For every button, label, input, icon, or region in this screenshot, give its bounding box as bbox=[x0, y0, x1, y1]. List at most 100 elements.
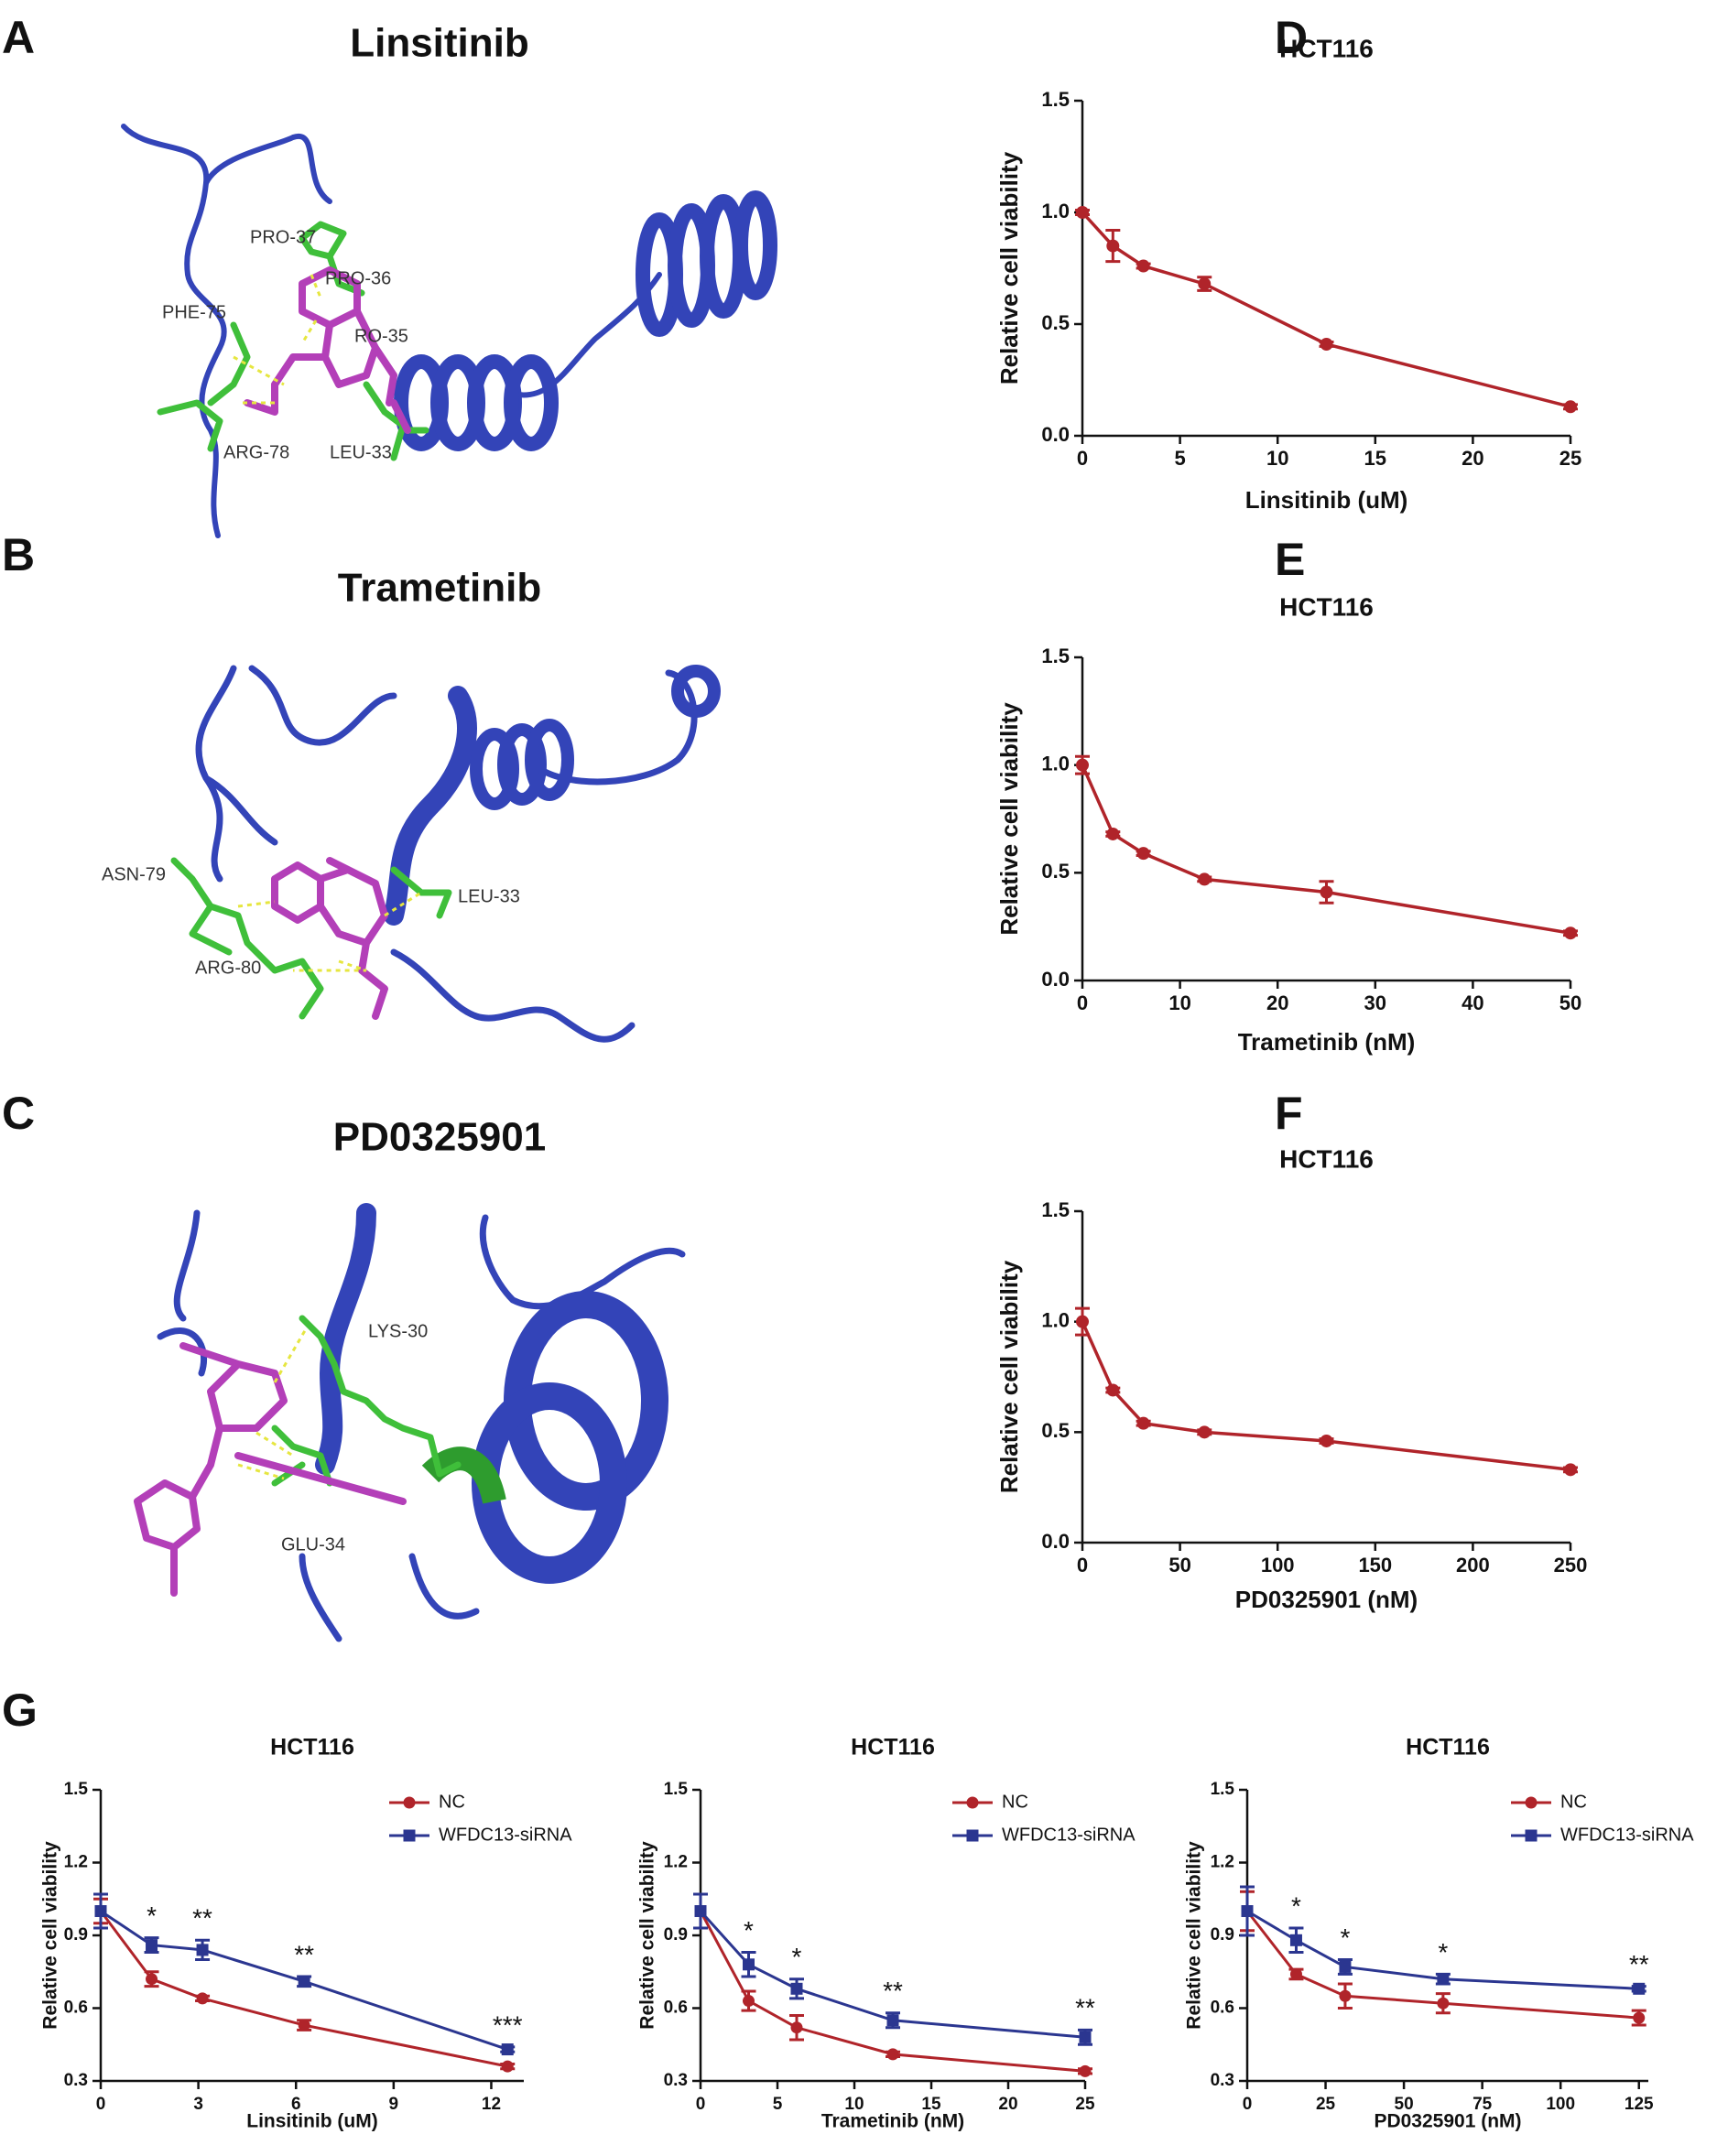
x-tick-label: 50 bbox=[1168, 1554, 1190, 1576]
chart: G HCT116 Linsitinib (uM) Relative cell viab… bbox=[2, 1685, 572, 2131]
y-tick-label: 0.0 bbox=[1041, 1530, 1070, 1553]
marker bbox=[1079, 2031, 1092, 2043]
x-tick-label: 0 bbox=[1077, 991, 1088, 1014]
marker bbox=[1289, 1934, 1302, 1946]
structure-title: Linsitinib bbox=[350, 21, 529, 66]
y-tick-label: 0.5 bbox=[1041, 311, 1070, 334]
significance: * bbox=[1438, 1938, 1448, 1966]
y-tick-label: 0.6 bbox=[64, 1999, 88, 2018]
panel-letter: D bbox=[1275, 12, 1308, 63]
marker bbox=[1076, 758, 1089, 772]
x-tick-label: 10 bbox=[1266, 447, 1288, 470]
marker bbox=[1076, 1315, 1089, 1328]
ribbon bbox=[203, 133, 332, 204]
marker bbox=[790, 2021, 803, 2034]
residue-label: LEU-33 bbox=[458, 886, 520, 906]
marker bbox=[1564, 926, 1577, 940]
significance: * bbox=[147, 1901, 157, 1930]
marker bbox=[94, 1905, 107, 1917]
residue-label: ARG-78 bbox=[223, 442, 289, 462]
x-tick-label: 9 bbox=[389, 2095, 399, 2114]
chart-title: HCT116 bbox=[851, 1735, 935, 1761]
y-tick-label: 0.0 bbox=[1041, 423, 1070, 446]
ribbon bbox=[315, 1203, 376, 1475]
marker bbox=[1320, 1434, 1333, 1447]
y-tick-label: 1.5 bbox=[664, 1780, 689, 1799]
significance: ** bbox=[883, 1977, 903, 2005]
chart-title: HCT116 bbox=[1279, 592, 1374, 621]
marker bbox=[403, 1796, 416, 1809]
marker bbox=[1564, 400, 1577, 414]
x-tick-label: 125 bbox=[1625, 2095, 1654, 2114]
structure-a: A Linsitinib PRO-37 PRO-36 PHE-75 RO-35 … bbox=[2, 12, 777, 538]
marker bbox=[1198, 872, 1212, 886]
marker bbox=[1106, 239, 1120, 253]
marker bbox=[743, 1958, 755, 1971]
marker bbox=[1437, 1997, 1450, 2010]
residue-label: ASN-79 bbox=[102, 864, 166, 884]
marker bbox=[886, 2048, 899, 2061]
residue-label: LEU-33 bbox=[330, 442, 392, 462]
marker bbox=[1241, 1905, 1254, 1917]
x-tick-label: 20 bbox=[1266, 991, 1288, 1014]
y-tick-label: 0.6 bbox=[1211, 1999, 1234, 2018]
marker bbox=[146, 1939, 158, 1952]
y-tick-label: 0.3 bbox=[1211, 2071, 1234, 2090]
marker bbox=[694, 1905, 707, 1917]
y-tick-label: 0.6 bbox=[664, 1999, 688, 2018]
x-tick-label: 0 bbox=[1077, 447, 1088, 470]
chart: E HCT116 Trametinib (nM) Relative cell viab… bbox=[995, 534, 1581, 1056]
series-line bbox=[99, 1910, 508, 2068]
y-axis-label: Relative cell viability bbox=[40, 1841, 61, 2030]
chart-title: HCT116 bbox=[1279, 1144, 1374, 1173]
legend-label: WFDC13-siRNA bbox=[439, 1825, 572, 1845]
x-tick-label: 10 bbox=[844, 2095, 864, 2114]
ribbon bbox=[384, 686, 477, 926]
panel-letter: A bbox=[2, 12, 35, 63]
x-axis-label: Linsitinib (uM) bbox=[246, 2111, 377, 2132]
chart: F HCT116 PD0325901 (nM) Relative cell viabi… bbox=[995, 1088, 1587, 1613]
residue-sticks bbox=[170, 857, 452, 1020]
residue-label: PRO-37 bbox=[250, 227, 316, 247]
ligand bbox=[244, 266, 411, 434]
helix bbox=[470, 665, 721, 810]
panel-letter: B bbox=[2, 529, 35, 580]
residue-sticks bbox=[271, 1315, 462, 1487]
residue-label: ARG-80 bbox=[195, 958, 261, 978]
structure-c: C PD0325901 LYS-30 GLU-34 bbox=[2, 1088, 686, 1642]
marker bbox=[1320, 885, 1333, 899]
x-tick-label: 20 bbox=[998, 2095, 1017, 2114]
y-tick-label: 1.5 bbox=[64, 1780, 89, 1799]
y-tick-label: 0.3 bbox=[64, 2071, 88, 2090]
x-axis-label: Trametinib (nM) bbox=[821, 2111, 964, 2132]
significance: ** bbox=[192, 1904, 212, 1933]
marker bbox=[1339, 1960, 1352, 1973]
y-tick-label: 0.0 bbox=[1041, 968, 1070, 991]
chart-title: HCT116 bbox=[270, 1735, 354, 1761]
significance: ** bbox=[294, 1940, 314, 1968]
x-tick-label: 25 bbox=[1559, 447, 1581, 470]
chart-title: HCT116 bbox=[1279, 34, 1374, 62]
marker bbox=[1633, 1982, 1646, 1995]
panel-letter: F bbox=[1275, 1088, 1303, 1139]
y-tick-label: 0.9 bbox=[664, 1925, 688, 1945]
y-tick-label: 1.0 bbox=[1041, 752, 1070, 775]
significance: * bbox=[792, 1943, 802, 1971]
marker bbox=[196, 1944, 209, 1956]
x-tick-label: 15 bbox=[921, 2095, 941, 2114]
helix bbox=[472, 1291, 668, 1584]
chart-title: HCT116 bbox=[1406, 1735, 1490, 1761]
y-axis-label: Relative cell viability bbox=[1184, 1841, 1205, 2030]
y-axis-label: Relative cell viability bbox=[995, 702, 1023, 936]
significance: ** bbox=[1629, 1950, 1649, 1978]
x-tick-label: 0 bbox=[1077, 1554, 1088, 1576]
marker bbox=[1106, 1383, 1120, 1397]
residue-label: LYS-30 bbox=[368, 1321, 428, 1341]
x-tick-label: 12 bbox=[482, 2095, 501, 2114]
x-tick-label: 50 bbox=[1395, 2095, 1414, 2114]
x-tick-label: 3 bbox=[193, 2095, 203, 2114]
marker bbox=[1079, 2064, 1092, 2077]
hbond bbox=[237, 891, 422, 972]
marker bbox=[1289, 1967, 1302, 1980]
